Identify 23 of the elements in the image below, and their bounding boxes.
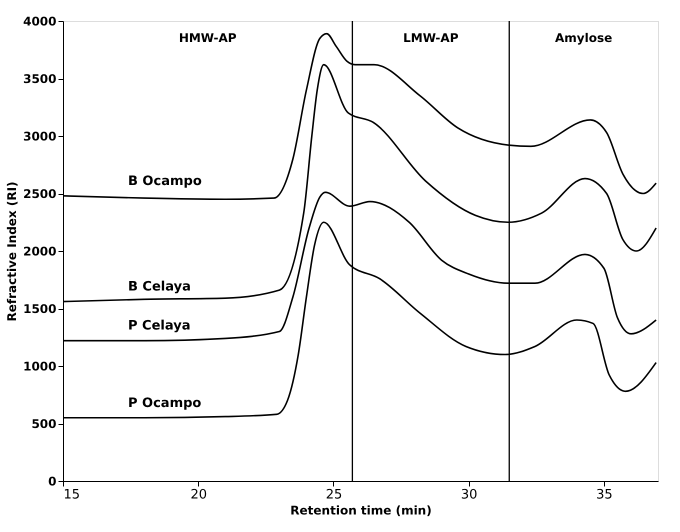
y-tick-label: 2000 — [23, 244, 56, 258]
y-tick-label: 500 — [31, 417, 56, 431]
y-tick-label: 1000 — [23, 360, 56, 374]
series-label: P Celaya — [128, 318, 190, 334]
y-axis-title: Refractive Index (RI) — [5, 181, 20, 322]
x-tick-label: 30 — [460, 488, 478, 502]
series-label: B Celaya — [128, 280, 191, 295]
series-label: P Ocampo — [128, 396, 202, 411]
y-tick-label: 1500 — [23, 302, 56, 316]
y-tick-label: 3000 — [23, 130, 56, 144]
x-axis-title: Retention time (min) — [290, 504, 432, 518]
x-tick-label: 15 — [64, 488, 80, 502]
y-tick-label: 3500 — [23, 72, 56, 86]
annotation: HMW-AP — [178, 31, 237, 45]
series-label: B Ocampo — [128, 174, 202, 189]
x-tick-label: 20 — [190, 488, 207, 502]
y-tick-label: 0 — [48, 474, 56, 488]
annotation: Amylose — [554, 31, 612, 45]
x-tick-label: 35 — [596, 488, 613, 502]
y-tick-label: 4000 — [23, 14, 56, 28]
y-tick-label: 2500 — [23, 187, 56, 201]
annotation: LMW-AP — [403, 31, 459, 45]
x-tick-label: 25 — [326, 488, 342, 502]
